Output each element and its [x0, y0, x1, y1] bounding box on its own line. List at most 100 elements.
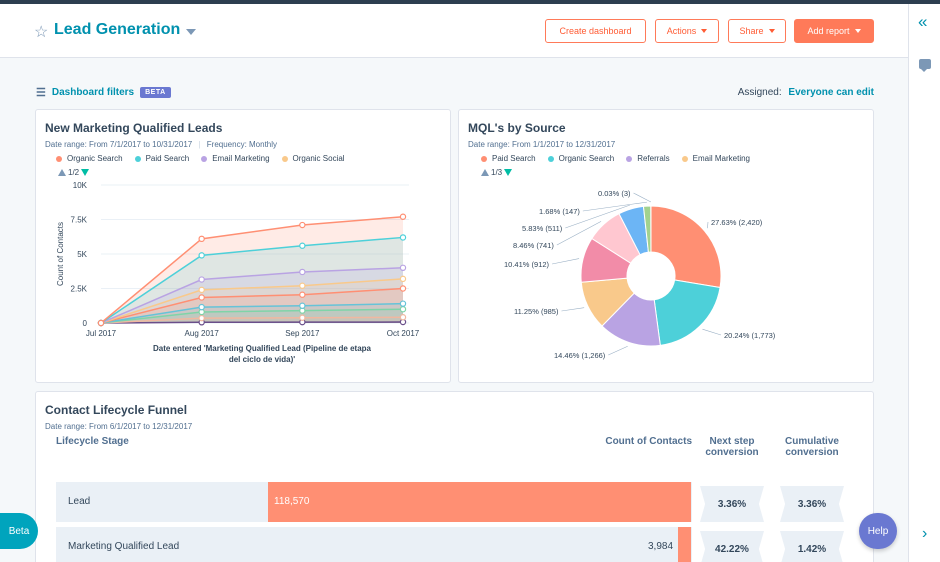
leader-line [582, 201, 647, 212]
stage-name: Marketing Qualified Lead [68, 541, 180, 552]
slice-label: 1.68% (147) [539, 207, 580, 216]
dashboard-title[interactable]: Lead Generation [54, 21, 181, 38]
frequency-text: Frequency: Monthly [206, 140, 278, 149]
legend-dot [481, 155, 487, 162]
data-point [198, 294, 205, 301]
legend-item[interactable]: Organic Search [56, 154, 123, 163]
stage-name: Lead [68, 496, 91, 507]
report-card-new-mqls: New Marketing Qualified Leads Date range… [35, 109, 451, 383]
data-point [299, 282, 306, 289]
data-point [299, 302, 306, 309]
cumulative-conversion: 1.42% [780, 531, 844, 562]
series-line [100, 278, 404, 324]
data-point [97, 319, 105, 327]
data-point [198, 314, 205, 322]
report-title[interactable]: New Marketing Qualified Leads [45, 121, 223, 135]
slice-label: 8.46% (741) [513, 241, 554, 250]
y-axis-label: Count of Contacts [56, 222, 65, 286]
stage-count: 118,570 [274, 496, 310, 507]
beta-feedback-button[interactable]: Beta [0, 513, 38, 549]
column-header-count: Count of Contacts [605, 436, 692, 447]
legend-item[interactable]: Organic Search [547, 154, 614, 163]
collapse-sidebar-icon[interactable]: « [918, 12, 928, 31]
report-card-mqls-by-source: MQL's by Source Date range: From 1/1/201… [458, 109, 874, 383]
series-area [101, 278, 403, 323]
leader-line [707, 221, 709, 229]
actions-label: Actions [666, 26, 697, 36]
create-dashboard-label: Create dashboard [559, 26, 632, 36]
x-tick-label: Jul 2017 [86, 329, 117, 338]
create-dashboard-button[interactable]: Create dashboard [545, 19, 646, 43]
legend-label: Email Marketing [212, 154, 270, 163]
y-tick-label: 7.5K [71, 216, 88, 225]
y-tick-label: 0 [83, 319, 88, 328]
legend-label: Paid Search [492, 154, 536, 163]
legend-dot [56, 155, 62, 162]
data-point [399, 305, 407, 313]
favorite-star-icon[interactable]: ☆ [34, 24, 49, 41]
data-point [198, 252, 205, 259]
funnel-bar[interactable] [268, 482, 691, 522]
funnel-bar[interactable] [678, 527, 691, 562]
legend-next-icon[interactable] [81, 169, 90, 176]
legend-label: Paid Search [145, 154, 190, 163]
legend-prev-icon[interactable] [481, 169, 489, 176]
report-title[interactable]: Contact Lifecycle Funnel [45, 403, 188, 417]
legend-item[interactable]: Referrals [626, 154, 670, 163]
report-title[interactable]: MQL's by Source [468, 121, 566, 135]
share-label: Share [739, 26, 764, 36]
funnel-row: Marketing Qualified Lead 3,984 [56, 527, 692, 562]
slice-label: 10.41% (912) [504, 260, 550, 269]
data-point [198, 303, 205, 311]
legend-pager: 1/2 [58, 168, 90, 177]
legend-next-icon[interactable] [504, 169, 513, 176]
leader-line [565, 204, 630, 229]
chart-legend: Paid Search Organic Search Referrals Ema… [481, 154, 762, 163]
data-point [399, 213, 407, 220]
add-report-button[interactable]: Add report [794, 19, 874, 43]
stage-count: 3,984 [648, 541, 674, 552]
legend-item[interactable]: Email Marketing [201, 154, 270, 163]
legend-item[interactable]: Paid Search [134, 154, 190, 163]
series-line [100, 302, 404, 324]
slice-label: 5.83% (511) [522, 224, 563, 233]
series-line [100, 308, 404, 324]
legend-item[interactable]: Organic Social [281, 154, 345, 163]
column-header-next: Next step conversion [700, 436, 764, 458]
funnel-row: Lead 118,570 [56, 482, 692, 522]
donut-chart: 27.63% (2,420) 20.24% (1,773) 14.46% (1,26… [504, 189, 776, 360]
leader-line [608, 345, 628, 356]
assigned-value-link[interactable]: Everyone can edit [788, 87, 874, 98]
x-axis-label: Date entered 'Marketing Qualified Lead (… [153, 344, 372, 353]
series-line [100, 316, 404, 324]
legend-item[interactable]: Email Marketing [681, 154, 750, 163]
share-button[interactable]: Share [728, 19, 786, 43]
actions-button[interactable]: Actions [655, 19, 719, 43]
dashboard-filters-toggle[interactable]: ☰ Dashboard filters BETA [36, 86, 171, 99]
x-axis-label: del ciclo de vida)' [229, 355, 295, 364]
series-line [100, 321, 404, 324]
slice-label: 0.03% (3) [598, 189, 631, 198]
chevron-right-icon[interactable]: › [922, 525, 928, 542]
data-point [399, 264, 407, 271]
dashboard-filters-label: Dashboard filters [51, 87, 135, 98]
chat-icon[interactable] [919, 59, 931, 72]
legend-label: Email Marketing [692, 154, 750, 163]
header-line: conversion [705, 447, 759, 458]
data-point [198, 286, 205, 294]
data-point [299, 314, 306, 321]
legend-dot [134, 155, 141, 162]
dashboard-switch-chevron-icon[interactable] [186, 29, 196, 35]
help-button[interactable]: Help [859, 513, 897, 549]
legend-label: Organic Social [292, 154, 345, 163]
chart-legend: Organic Search Paid Search Email Marketi… [56, 154, 357, 163]
data-point [299, 291, 306, 298]
add-report-caret-icon [854, 29, 861, 33]
column-header-cumulative: Cumulative conversion [780, 436, 844, 458]
data-point [299, 242, 306, 249]
slice-label: 14.46% (1,266) [554, 351, 606, 360]
legend-item[interactable]: Paid Search [481, 154, 536, 163]
legend-prev-icon[interactable] [58, 169, 66, 176]
data-point [198, 276, 205, 283]
legend-dot [681, 155, 688, 162]
